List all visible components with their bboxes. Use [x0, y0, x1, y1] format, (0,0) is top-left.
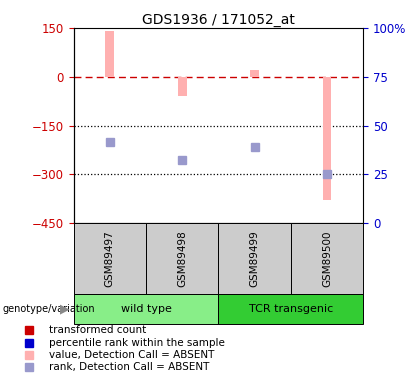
Text: GSM89499: GSM89499: [249, 230, 260, 287]
Bar: [218, 294, 363, 324]
Text: GSM89498: GSM89498: [177, 230, 187, 287]
Bar: [178, 77, 186, 96]
Bar: [146, 223, 218, 294]
Text: genotype/variation: genotype/variation: [2, 304, 95, 314]
Text: GSM89497: GSM89497: [105, 230, 115, 287]
Text: percentile rank within the sample: percentile rank within the sample: [49, 338, 225, 348]
Text: rank, Detection Call = ABSENT: rank, Detection Call = ABSENT: [49, 362, 210, 372]
Text: ▶: ▶: [60, 303, 70, 316]
Title: GDS1936 / 171052_at: GDS1936 / 171052_at: [142, 13, 295, 27]
Text: TCR transgenic: TCR transgenic: [249, 304, 333, 314]
Text: wild type: wild type: [121, 304, 171, 314]
Bar: [323, 77, 331, 200]
Bar: [291, 223, 363, 294]
Bar: [250, 70, 259, 77]
Text: transformed count: transformed count: [49, 326, 147, 336]
Bar: [105, 32, 114, 77]
Bar: [218, 223, 291, 294]
Text: GSM89500: GSM89500: [322, 231, 332, 287]
Bar: [74, 294, 218, 324]
Text: value, Detection Call = ABSENT: value, Detection Call = ABSENT: [49, 350, 215, 360]
Bar: [74, 223, 146, 294]
